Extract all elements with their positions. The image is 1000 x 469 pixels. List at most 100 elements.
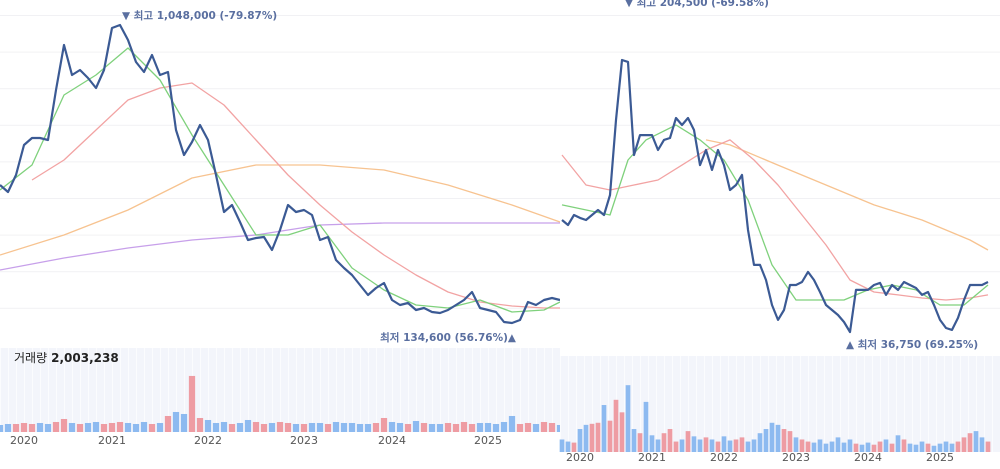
volume-bar bbox=[156, 422, 164, 432]
volume-bar bbox=[252, 421, 260, 432]
volume-bar bbox=[60, 418, 68, 432]
volume-bar bbox=[124, 422, 132, 432]
volume-bar bbox=[108, 422, 116, 432]
volume-bar bbox=[380, 417, 388, 432]
volume-bar bbox=[76, 423, 84, 432]
volume-bar bbox=[607, 420, 613, 452]
volume-bar bbox=[679, 439, 685, 452]
volume-bar bbox=[164, 415, 172, 432]
volume-bar bbox=[292, 423, 300, 432]
volume-bar bbox=[404, 423, 412, 432]
price-line bbox=[0, 23, 561, 325]
volume-bar bbox=[476, 422, 484, 432]
x-tick-label: 2020 bbox=[10, 434, 38, 447]
volume-bar bbox=[420, 422, 428, 432]
volume-bar bbox=[931, 445, 937, 452]
volume-bar bbox=[895, 435, 901, 452]
x-tick-label: 2021 bbox=[98, 434, 126, 447]
volume-bar bbox=[372, 422, 380, 432]
volume-bar bbox=[823, 443, 829, 452]
volume-bar bbox=[196, 417, 204, 432]
panel: 2020 2021 2022 2023 2024 2025 ▼ 최고 204,500 (-6… bbox=[559, 0, 1000, 464]
volume-bar bbox=[132, 423, 140, 432]
volume-bar bbox=[4, 423, 12, 432]
volume-bar bbox=[340, 422, 348, 432]
volume-bar bbox=[637, 433, 643, 452]
volume-bar bbox=[661, 433, 667, 452]
volume-area bbox=[0, 348, 560, 432]
volume-bar bbox=[877, 441, 883, 452]
volume-bar bbox=[484, 422, 492, 432]
price-grid bbox=[0, 0, 560, 340]
volume-bar bbox=[697, 439, 703, 452]
price-line bbox=[561, 58, 989, 334]
volume-bar bbox=[452, 423, 460, 432]
volume-bar bbox=[332, 421, 340, 432]
volume-bar bbox=[116, 421, 124, 432]
volume-bar bbox=[180, 413, 188, 432]
volume-bar bbox=[979, 437, 985, 452]
volume-bar bbox=[468, 423, 476, 432]
moving-average-line bbox=[0, 47, 561, 313]
volume-bar bbox=[673, 441, 679, 452]
volume-bar bbox=[100, 423, 108, 432]
volume-bar bbox=[316, 422, 324, 432]
volume-bar bbox=[919, 441, 925, 452]
volume-bar bbox=[20, 422, 28, 432]
volume-bar bbox=[571, 442, 577, 452]
volume-bar bbox=[649, 435, 655, 452]
x-tick-label: 2024 bbox=[378, 434, 406, 447]
volume-bar bbox=[460, 421, 468, 432]
moving-average-line bbox=[561, 139, 989, 301]
volume-bar bbox=[500, 421, 508, 432]
volume-bar bbox=[508, 415, 516, 432]
volume-bar bbox=[308, 422, 316, 432]
volume-bar bbox=[244, 419, 252, 432]
volume-bar bbox=[817, 439, 823, 452]
volume-bar bbox=[524, 422, 532, 432]
volume-label: 거래량 2,003,238 bbox=[14, 351, 119, 365]
x-tick-label: 2025 bbox=[926, 451, 954, 464]
volume-bar bbox=[148, 423, 156, 432]
volume-bar bbox=[44, 423, 52, 432]
x-tick-label: 2023 bbox=[290, 434, 318, 447]
x-tick-label: 2022 bbox=[710, 451, 738, 464]
volume-bar bbox=[727, 440, 733, 452]
volume-bar bbox=[516, 423, 524, 432]
volume-bar bbox=[943, 441, 949, 452]
volume-bar bbox=[140, 421, 148, 432]
volume-bar bbox=[757, 433, 763, 452]
volume-bar bbox=[799, 439, 805, 452]
volume-bar bbox=[745, 441, 751, 452]
volume-bar bbox=[751, 439, 757, 452]
volume-bar bbox=[733, 439, 739, 452]
volume-bar bbox=[84, 422, 92, 432]
volume-bar bbox=[595, 422, 601, 452]
volume-bar bbox=[625, 385, 631, 452]
volume-bar bbox=[36, 422, 44, 432]
volume-bar bbox=[781, 429, 787, 452]
volume-bar bbox=[532, 423, 540, 432]
volume-bar bbox=[589, 423, 595, 452]
volume-bar bbox=[12, 423, 20, 432]
volume-bar bbox=[691, 436, 697, 452]
x-tick-label: 2020 bbox=[566, 451, 594, 464]
volume-bar bbox=[985, 441, 991, 452]
volume-bar bbox=[52, 421, 60, 432]
volume-bar bbox=[841, 442, 847, 452]
volume-bar bbox=[396, 422, 404, 432]
volume-bar bbox=[787, 431, 793, 452]
volume-bar bbox=[739, 437, 745, 452]
moving-average-line bbox=[0, 164, 561, 256]
volume-bar bbox=[204, 419, 212, 432]
volume-bar bbox=[212, 422, 220, 432]
volume-bar bbox=[865, 442, 871, 452]
volume-bar bbox=[276, 421, 284, 432]
volume-bar bbox=[236, 422, 244, 432]
volume-bar bbox=[540, 421, 548, 432]
volume-bar bbox=[871, 444, 877, 452]
volume-bar bbox=[619, 412, 625, 452]
volume-bar bbox=[763, 429, 769, 452]
volume-bar bbox=[348, 422, 356, 432]
